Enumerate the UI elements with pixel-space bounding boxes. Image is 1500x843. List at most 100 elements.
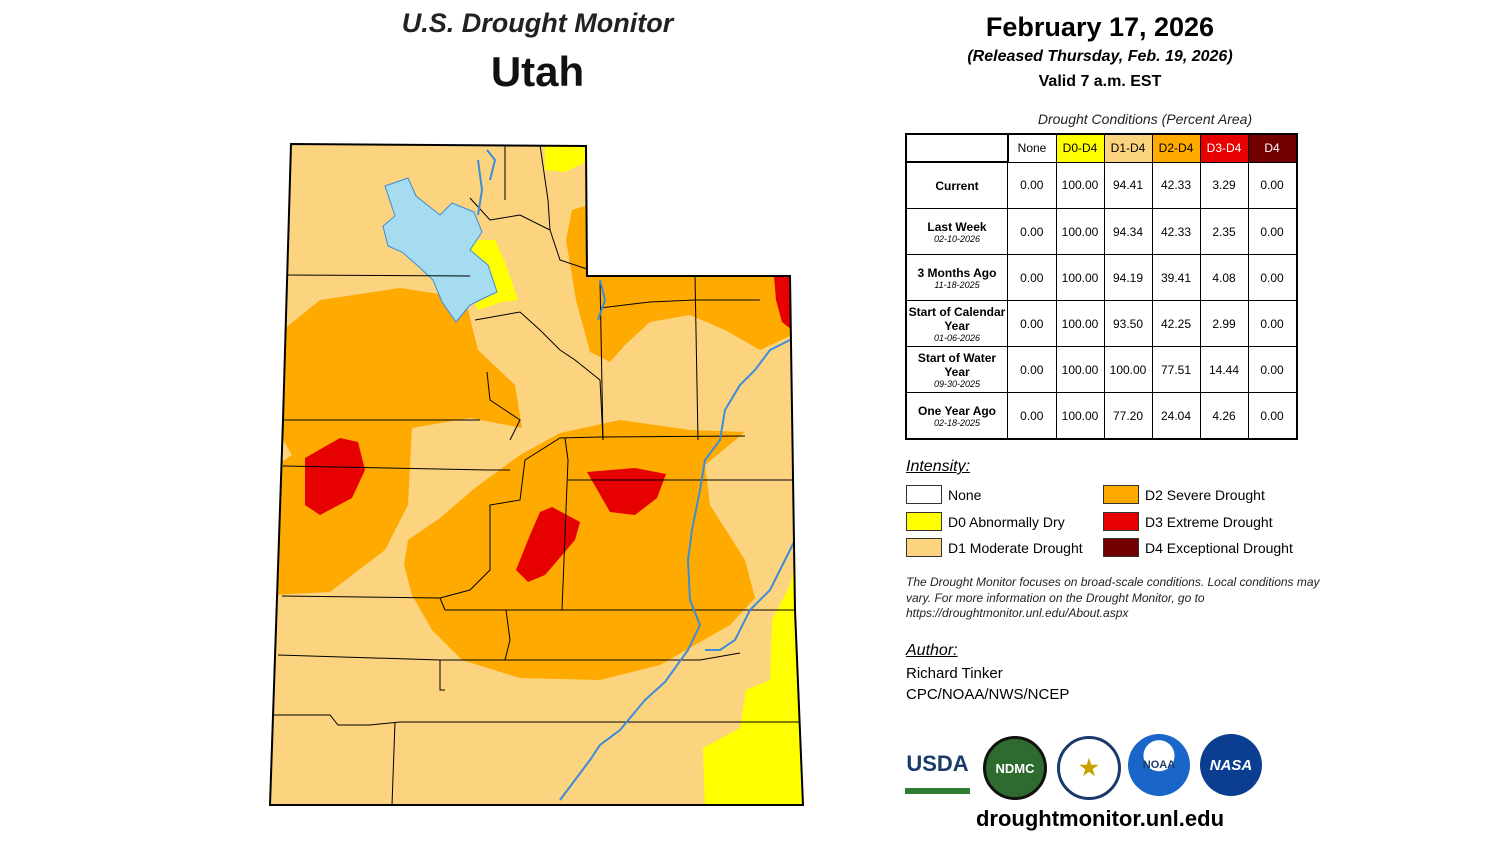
header-d4: D4 [1247, 133, 1297, 163]
valid-time: Valid 7 a.m. EST [1038, 73, 1162, 90]
commerce-seal-logo: ★ [1057, 736, 1121, 800]
table-cell: 42.33 [1151, 161, 1201, 209]
table-row: 3 Months Ago 11-18-2025 0.00 100.00 94.19 39.… [905, 254, 1297, 301]
row-label-text: Start of Calendar Year [908, 304, 1006, 333]
table-row: Start of Calendar Year 01-06-2026 0.00 100.… [905, 300, 1297, 347]
d0-area-southeast [703, 560, 803, 805]
table-cell: 42.33 [1151, 208, 1201, 255]
table-cell: 0.00 [1007, 300, 1057, 347]
table-cell: 100.00 [1055, 208, 1105, 255]
author-org: CPC/NOAA/NWS/NCEP [906, 686, 1070, 703]
d3-area-northeast [774, 276, 792, 330]
table-cell: 100.00 [1055, 392, 1105, 440]
table-cell: 93.50 [1103, 300, 1153, 347]
table-cell: 14.44 [1199, 346, 1249, 393]
row-label-text: Start of Water Year [917, 350, 997, 379]
legend-swatch [906, 512, 942, 531]
release-date: (Released Thursday, Feb. 19, 2026) [967, 48, 1233, 65]
table-cell: 0.00 [1007, 392, 1057, 440]
state-outline [268, 142, 805, 806]
table-cell: 0.00 [1247, 392, 1297, 440]
legend-label: None [948, 486, 982, 503]
author-name: Richard Tinker [906, 665, 1003, 682]
d2-area-west [270, 288, 522, 595]
table-cell: 4.08 [1199, 254, 1249, 301]
header-d1-d4: D1-D4 [1103, 133, 1153, 163]
table-cell: 100.00 [1103, 346, 1153, 393]
nasa-logo: NASA [1200, 734, 1262, 796]
rivers [477, 149, 796, 801]
table-cell: 94.19 [1103, 254, 1153, 301]
map-date: February 17, 2026 [985, 12, 1215, 42]
row-label-text: 3 Months Ago [917, 265, 997, 280]
table-cell: 0.00 [1247, 346, 1297, 393]
legend-item-d0: D0 Abnormally Dry [906, 512, 1065, 531]
legend-item-d4: D4 Exceptional Drought [1103, 538, 1293, 557]
corner-cell [906, 134, 1009, 163]
table-cell: 42.25 [1151, 300, 1201, 347]
drought-conditions-table: None D0-D4 D1-D4 D2-D4 D3-D4 D4 Current 0… [905, 133, 1298, 440]
legend-swatch [1103, 538, 1139, 557]
d2-area-northeast [566, 205, 792, 362]
row-label: One Year Ago 02-18-2025 [905, 392, 1008, 440]
legend-swatch [1103, 485, 1139, 504]
table-cell: 77.51 [1151, 346, 1201, 393]
legend-swatch [906, 485, 942, 504]
usda-logo: USDA [905, 740, 970, 794]
table-cell: 4.26 [1199, 392, 1249, 440]
legend-label: D4 Exceptional Drought [1145, 539, 1293, 556]
d3-area-west [305, 438, 365, 515]
legend-label: D3 Extreme Drought [1145, 513, 1273, 530]
row-label: 3 Months Ago 11-18-2025 [905, 254, 1008, 301]
table-header-row: None D0-D4 D1-D4 D2-D4 D3-D4 D4 [906, 133, 1297, 163]
legend-label: D0 Abnormally Dry [948, 513, 1065, 530]
table-cell: 0.00 [1007, 254, 1057, 301]
legend-label: D2 Severe Drought [1145, 486, 1265, 503]
row-date: 02-18-2025 [933, 417, 981, 428]
row-label: Start of Water Year 09-30-2025 [905, 346, 1008, 393]
table-cell: 2.35 [1199, 208, 1249, 255]
table-cell: 0.00 [1247, 254, 1297, 301]
legend-item-d1: D1 Moderate Drought [906, 538, 1083, 557]
table-cell: 94.41 [1103, 161, 1153, 209]
table-cell: 100.00 [1055, 254, 1105, 301]
table-row: Last Week 02-10-2026 0.00 100.00 94.34 42.33 2… [905, 208, 1297, 255]
ndmc-logo: NDMC [983, 736, 1047, 800]
table-cell: 0.00 [1247, 161, 1297, 209]
row-date: 11-18-2025 [934, 279, 980, 290]
map-title: U.S. Drought Monitor [401, 8, 674, 38]
noaa-logo: NOAA [1128, 734, 1190, 796]
header-none: None [1007, 133, 1057, 163]
table-cell: 0.00 [1007, 208, 1057, 255]
website-url[interactable]: droughtmonitor.unl.edu [975, 806, 1225, 831]
d2-area-central [404, 420, 755, 680]
table-row: Current 0.00 100.00 94.41 42.33 3.29 0.00 [905, 161, 1297, 209]
great-salt-lake [382, 177, 498, 323]
table-caption: Drought Conditions (Percent Area) [1037, 111, 1253, 127]
disclaimer-note: The Drought Monitor focuses on broad-sca… [906, 575, 1320, 620]
table-cell: 100.00 [1055, 346, 1105, 393]
legend-label: D1 Moderate Drought [948, 539, 1083, 556]
table-cell: 0.00 [1247, 300, 1297, 347]
row-label-text: One Year Ago [917, 403, 997, 418]
row-label-text: Last Week [927, 219, 987, 234]
d0-area-north [545, 146, 590, 172]
table-cell: 24.04 [1151, 392, 1201, 440]
header-d0-d4: D0-D4 [1055, 133, 1105, 163]
author-label: Author: [906, 642, 958, 659]
legend-swatch [906, 538, 942, 557]
header-d2-d4: D2-D4 [1151, 133, 1201, 163]
row-label: Start of Calendar Year 01-06-2026 [905, 300, 1008, 347]
d3-area-central [516, 507, 580, 582]
table-cell: 0.00 [1247, 208, 1297, 255]
table-cell: 0.00 [1007, 161, 1057, 209]
legend-title: Intensity: [906, 458, 971, 475]
table-cell: 39.41 [1151, 254, 1201, 301]
state-name: Utah [490, 48, 585, 95]
table-cell: 2.99 [1199, 300, 1249, 347]
table-cell: 0.00 [1007, 346, 1057, 393]
row-date: 01-06-2026 [933, 332, 981, 343]
row-label-text: Current [935, 178, 979, 193]
header-d3-d4: D3-D4 [1199, 133, 1249, 163]
